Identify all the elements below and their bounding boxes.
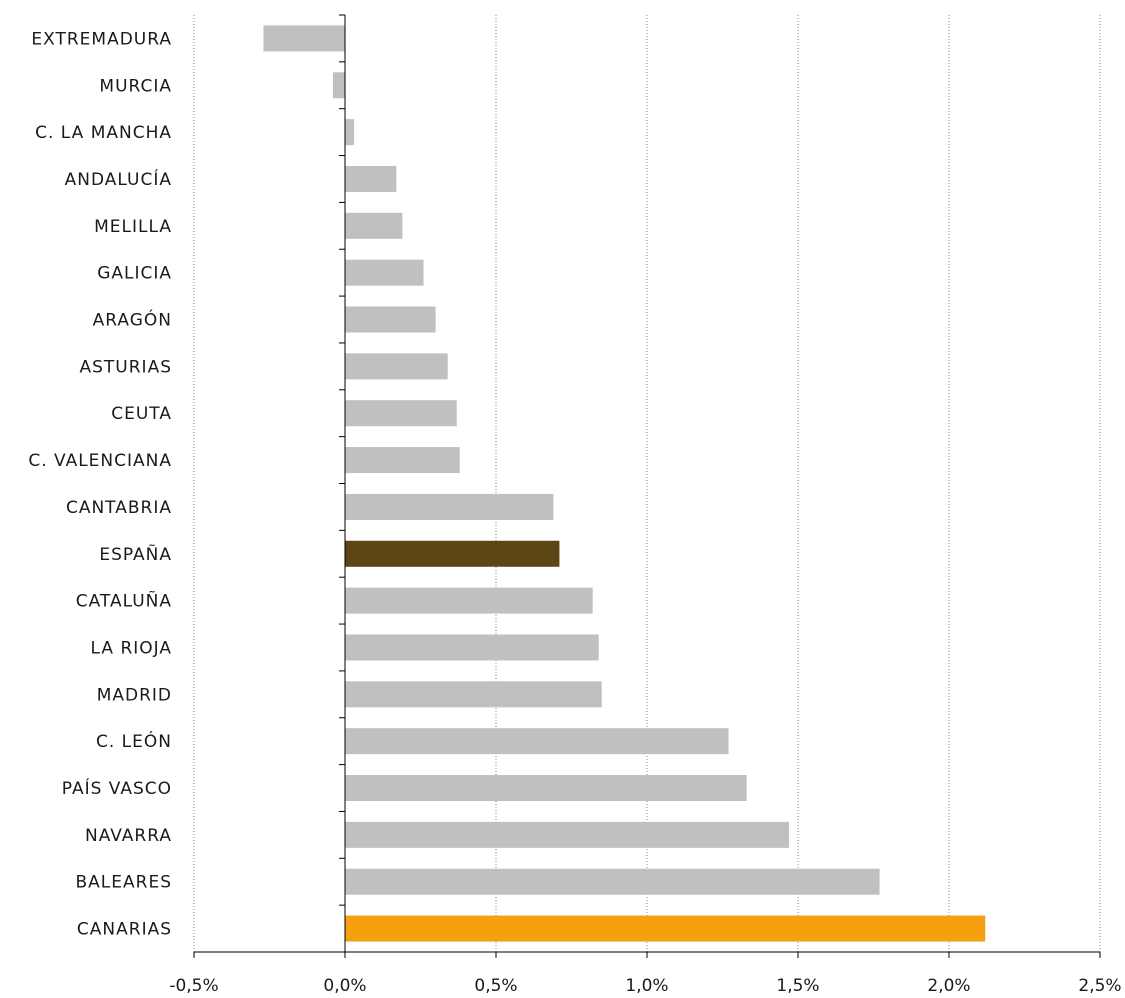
bar: [263, 25, 345, 52]
category-label: MURCIA: [99, 76, 172, 96]
category-label: BALEARES: [76, 873, 172, 893]
category-labels: EXTREMADURA MURCIA C. LA MANCHA ANDALUCÍA ME…: [28, 29, 173, 940]
category-label: CATALUÑA: [76, 590, 172, 612]
bar: [332, 72, 345, 99]
x-tick-label: 1,0%: [625, 976, 668, 996]
bar: [345, 728, 729, 755]
x-tick-label: -0,5%: [169, 976, 218, 996]
category-label: PAÍS VASCO: [62, 777, 172, 799]
category-label: MELILLA: [94, 217, 172, 237]
bars: [263, 25, 986, 942]
category-label: CANTABRIA: [66, 498, 172, 518]
bar: [345, 165, 397, 192]
category-label: ESPAÑA: [99, 543, 172, 565]
x-tick-label: 2,5%: [1078, 976, 1121, 996]
bar: [345, 212, 403, 239]
axes: [193, 14, 1101, 958]
category-label: C. LA MANCHA: [35, 123, 172, 143]
bar: [345, 587, 593, 614]
x-tick-label: 2,0%: [927, 976, 970, 996]
category-label: NAVARRA: [85, 826, 172, 846]
category-label: MADRID: [97, 685, 172, 705]
category-label: GALICIA: [97, 264, 172, 284]
bar: [345, 119, 355, 146]
bar: [345, 915, 986, 942]
category-label: C. LEÓN: [96, 730, 172, 752]
category-label: CANARIAS: [77, 920, 172, 940]
x-tick-label: 1,5%: [776, 976, 819, 996]
category-label: LA RIOJA: [91, 638, 172, 658]
grid-lines: [193, 15, 1101, 952]
bar: [345, 353, 448, 380]
category-label: CEUTA: [111, 404, 172, 424]
x-tick-labels: -0,5% 0,0% 0,5% 1,0% 1,5% 2,0% 2,5%: [169, 976, 1121, 996]
bar: [345, 775, 747, 802]
x-tick-label: 0,5%: [474, 976, 517, 996]
bar: [345, 493, 554, 520]
bar: [345, 868, 880, 895]
category-label: EXTREMADURA: [31, 29, 172, 49]
bar: [345, 306, 436, 333]
bar: [345, 259, 424, 286]
bar: [345, 540, 560, 567]
category-label: C. VALENCIANA: [28, 451, 172, 471]
category-label: ASTURIAS: [80, 357, 173, 377]
bar: [345, 821, 789, 848]
bar: [345, 634, 599, 661]
x-tick-label: 0,0%: [323, 976, 366, 996]
bar: [345, 447, 460, 474]
category-label: ARAGÓN: [93, 309, 172, 331]
category-label: ANDALUCÍA: [65, 168, 172, 190]
bar: [345, 681, 602, 708]
bar: [345, 400, 457, 427]
